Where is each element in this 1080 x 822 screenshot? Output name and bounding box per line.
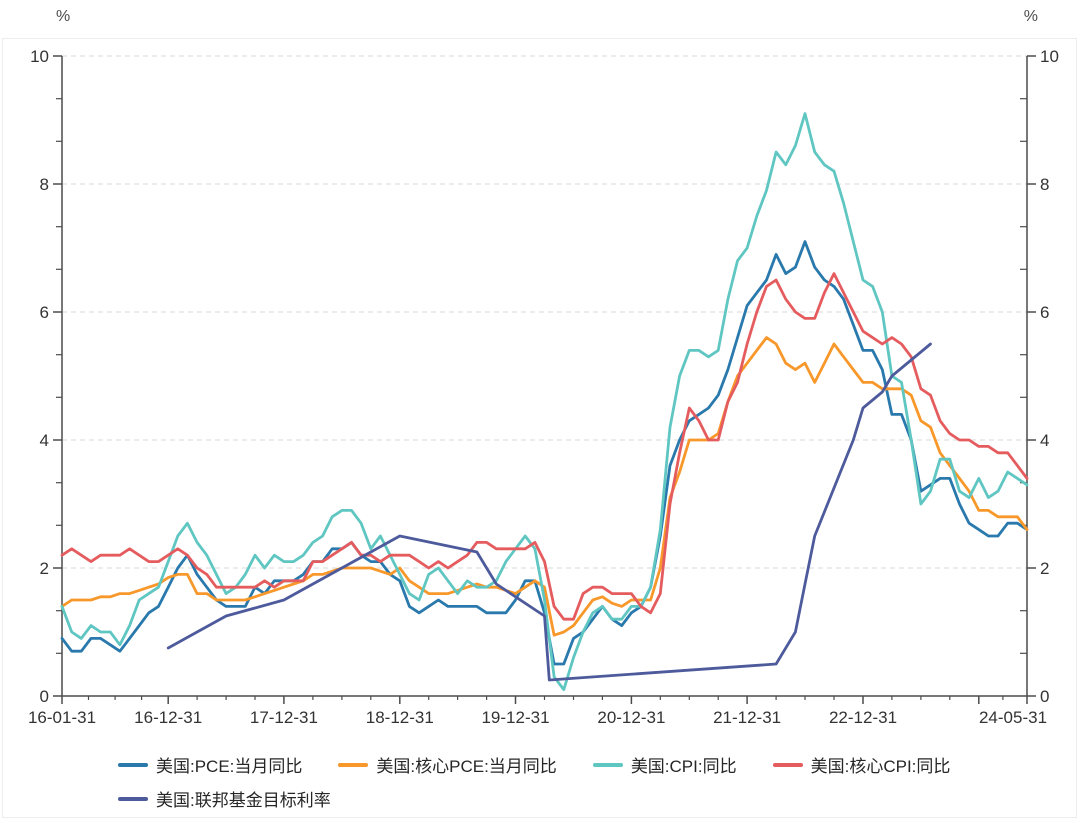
legend-item[interactable]: 美国:PCE:当月同比 — [118, 752, 302, 777]
legend-label: 美国:联邦基金目标利率 — [156, 791, 331, 810]
series-lines — [60, 112, 1029, 691]
y-tick-label-right: 6 — [1040, 303, 1049, 322]
y-axis-ticks: 0 0 2 2 4 4 6 6 8 8 10 10 — [30, 47, 1059, 706]
y-gridlines — [62, 55, 1027, 569]
legend-label: 美国:核心PCE:当月同比 — [376, 757, 557, 776]
y-tick-label-left: 8 — [40, 175, 49, 194]
legend-swatch — [338, 762, 369, 767]
x-tick-label: 19-12-31 — [481, 708, 549, 727]
legend-swatch — [118, 796, 148, 801]
x-tick-label: 22-12-31 — [829, 708, 897, 727]
y-tick-label-left: 10 — [30, 47, 49, 66]
series-line — [60, 112, 1029, 691]
legend-label: 美国:核心CPI:同比 — [810, 757, 951, 776]
plot-area: 0 0 2 2 4 4 6 6 8 8 10 10 16-01-31 16-12-31 17-12-31 18… — [28, 47, 1059, 727]
legend-swatch — [118, 762, 148, 767]
legend-item[interactable]: 美国:核心CPI:同比 — [772, 752, 951, 777]
x-tick-label: 17-12-31 — [250, 708, 318, 727]
legend-item[interactable]: 美国:联邦基金目标利率 — [118, 786, 331, 811]
x-tick-label: 24-05-31 — [979, 708, 1047, 727]
y-tick-label-right: 10 — [1040, 47, 1059, 66]
y-tick-label-left: 4 — [40, 431, 49, 450]
y-tick-label-right: 8 — [1040, 175, 1049, 194]
legend-item[interactable]: 美国:CPI:同比 — [592, 752, 737, 777]
y-axis-unit-right: % — [1023, 8, 1038, 25]
x-tick-label: 16-01-31 — [28, 708, 96, 727]
series-line — [60, 272, 1029, 621]
y-tick-label-left: 2 — [40, 559, 49, 578]
x-axis-ticks: 16-01-31 16-12-31 17-12-31 18-12-31 19-12-31… — [28, 696, 1047, 727]
legend-label: 美国:CPI:同比 — [630, 757, 737, 776]
legend: 美国:PCE:当月同比 美国:核心PCE:当月同比 美国:CPI:同比 美国:核心CP… — [118, 752, 1038, 811]
y-axis-unit-left: % — [56, 8, 71, 25]
x-tick-label: 18-12-31 — [366, 708, 434, 727]
y-tick-label-left: 6 — [40, 303, 49, 322]
x-tick-label: 20-12-31 — [597, 708, 665, 727]
legend-label: 美国:PCE:当月同比 — [156, 757, 303, 776]
legend-swatch — [772, 762, 803, 767]
y-tick-label-right: 4 — [1040, 431, 1049, 450]
y-tick-label-left: 0 — [40, 687, 49, 706]
legend-swatch — [592, 762, 623, 767]
y-tick-label-right: 2 — [1040, 559, 1049, 578]
series-line — [60, 336, 1029, 637]
series-line — [60, 240, 1029, 666]
x-tick-label: 21-12-31 — [713, 708, 781, 727]
y-tick-label-right: 0 — [1040, 687, 1049, 706]
x-tick-label: 16-12-31 — [134, 708, 202, 727]
series-line — [166, 342, 932, 682]
legend-item[interactable]: 美国:核心PCE:当月同比 — [338, 752, 557, 777]
